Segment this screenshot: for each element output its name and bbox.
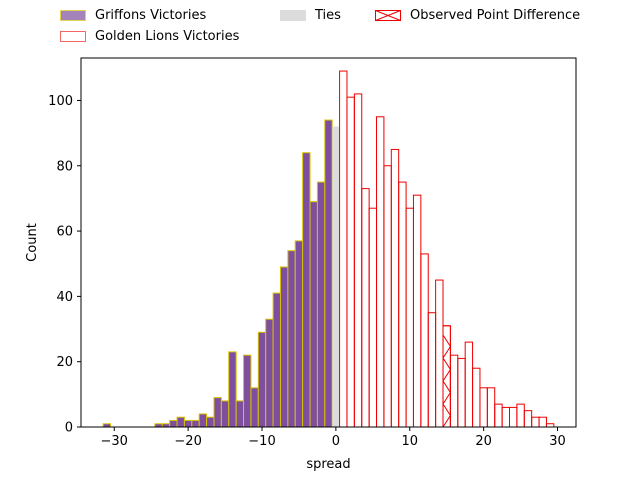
x-tick-label: −10 xyxy=(248,434,275,449)
bar-golden-lions-7 xyxy=(383,165,392,428)
y-tick-label: 60 xyxy=(56,225,73,240)
plot-frame xyxy=(80,57,577,428)
legend-swatch-lions xyxy=(60,31,86,42)
observed-hatch xyxy=(442,334,451,428)
bar-griffons--19 xyxy=(191,419,200,428)
bar-griffons--13 xyxy=(235,400,245,428)
legend-observed-box xyxy=(375,10,401,21)
bar-golden-lions-8 xyxy=(390,148,400,428)
bar-golden-lions-28 xyxy=(538,416,547,428)
legend-item-lions: Golden Lions Victories xyxy=(60,29,239,44)
bar-griffons--5 xyxy=(294,240,304,428)
bar-golden-lions-18 xyxy=(464,341,474,428)
bar-golden-lions-12 xyxy=(420,253,429,428)
x-tick-label: −20 xyxy=(174,434,201,449)
bar-golden-lions-9 xyxy=(398,181,407,428)
legend-swatch-observed xyxy=(375,10,401,21)
legend-label-observed: Observed Point Difference xyxy=(410,8,581,23)
bar-griffons--12 xyxy=(243,354,252,428)
bar-griffons--1 xyxy=(324,119,333,428)
bar-golden-lions-13 xyxy=(427,312,437,428)
x-tick-label: −30 xyxy=(101,434,128,449)
bar-golden-lions-14 xyxy=(435,279,444,428)
bar-golden-lions-2 xyxy=(346,96,355,428)
legend-observed-hatch xyxy=(375,10,401,21)
bar-griffons--21 xyxy=(176,416,185,428)
y-tick-label: 40 xyxy=(56,290,73,305)
x-axis-ticks: −30 −20 −10 0 10 20 30 xyxy=(101,427,566,449)
bar-golden-lions-22 xyxy=(494,403,503,428)
x-tick-label: 10 xyxy=(401,434,418,449)
x-tick-label: 20 xyxy=(475,434,492,449)
bar-golden-lions-23 xyxy=(501,406,511,428)
legend-swatch-ties xyxy=(280,10,306,21)
bar-golden-lions-11 xyxy=(412,194,422,428)
bar-griffons--20 xyxy=(183,419,193,428)
bar-griffons--4 xyxy=(302,152,311,428)
bar-golden-lions-5 xyxy=(368,207,378,428)
observed-overlay xyxy=(442,325,451,428)
y-tick-label: 20 xyxy=(56,355,73,370)
bar-golden-lions-25 xyxy=(516,403,525,428)
legend-item-griffons: Griffons Victories xyxy=(60,8,206,23)
y-tick-label: 80 xyxy=(56,159,73,174)
bar-golden-lions-27 xyxy=(531,416,540,428)
bar-golden-lions-17 xyxy=(457,357,466,428)
bar-griffons--3 xyxy=(309,201,318,428)
x-tick-label: 30 xyxy=(549,434,566,449)
bar-griffons--2 xyxy=(316,181,326,428)
bar-griffons--6 xyxy=(287,250,296,428)
bar-golden-lions-1 xyxy=(339,70,348,428)
bar-griffons--16 xyxy=(213,397,222,428)
chart-legend: Griffons Victories Golden Lions Victorie… xyxy=(58,6,618,46)
y-tick-label: 0 xyxy=(65,421,73,436)
bar-griffons--22 xyxy=(169,419,178,428)
bar-golden-lions-16 xyxy=(449,354,459,428)
bar-golden-lions-21 xyxy=(486,387,496,428)
y-axis-ticks: 0 20 40 60 80 100 xyxy=(48,94,81,436)
legend-item-ties: Ties xyxy=(280,8,341,23)
bar-griffons--8 xyxy=(272,292,281,428)
bar-griffons--18 xyxy=(198,413,208,428)
bar-griffons--14 xyxy=(228,351,237,428)
bar-griffons--7 xyxy=(279,266,289,428)
legend-swatch-griffons xyxy=(60,10,86,21)
bar-griffons--10 xyxy=(257,331,267,428)
legend-item-observed: Observed Point Difference xyxy=(375,8,580,23)
bar-griffons--11 xyxy=(250,387,259,428)
bar-golden-lions-10 xyxy=(405,207,414,428)
bar-golden-lions-3 xyxy=(353,93,363,428)
bar-golden-lions-6 xyxy=(376,116,385,428)
x-axis-label: spread xyxy=(306,457,350,472)
bar-tie-0 xyxy=(332,126,340,427)
x-tick-label: 0 xyxy=(332,434,340,449)
bar-golden-lions-26 xyxy=(523,410,533,428)
bar-griffons--9 xyxy=(265,318,274,428)
legend-label-griffons: Griffons Victories xyxy=(95,8,207,23)
bar-griffons--15 xyxy=(220,400,230,428)
legend-label-lions: Golden Lions Victories xyxy=(95,29,240,44)
bar-golden-lions-24 xyxy=(509,406,518,428)
legend-label-ties: Ties xyxy=(315,8,341,23)
bars-group xyxy=(102,70,555,428)
y-axis-label: Count xyxy=(25,223,40,262)
bar-golden-lions-20 xyxy=(479,387,488,428)
bar-griffons--17 xyxy=(206,416,215,428)
bar-golden-lions-19 xyxy=(472,367,481,428)
bar-golden-lions-4 xyxy=(361,188,370,428)
y-tick-label: 100 xyxy=(48,94,73,109)
